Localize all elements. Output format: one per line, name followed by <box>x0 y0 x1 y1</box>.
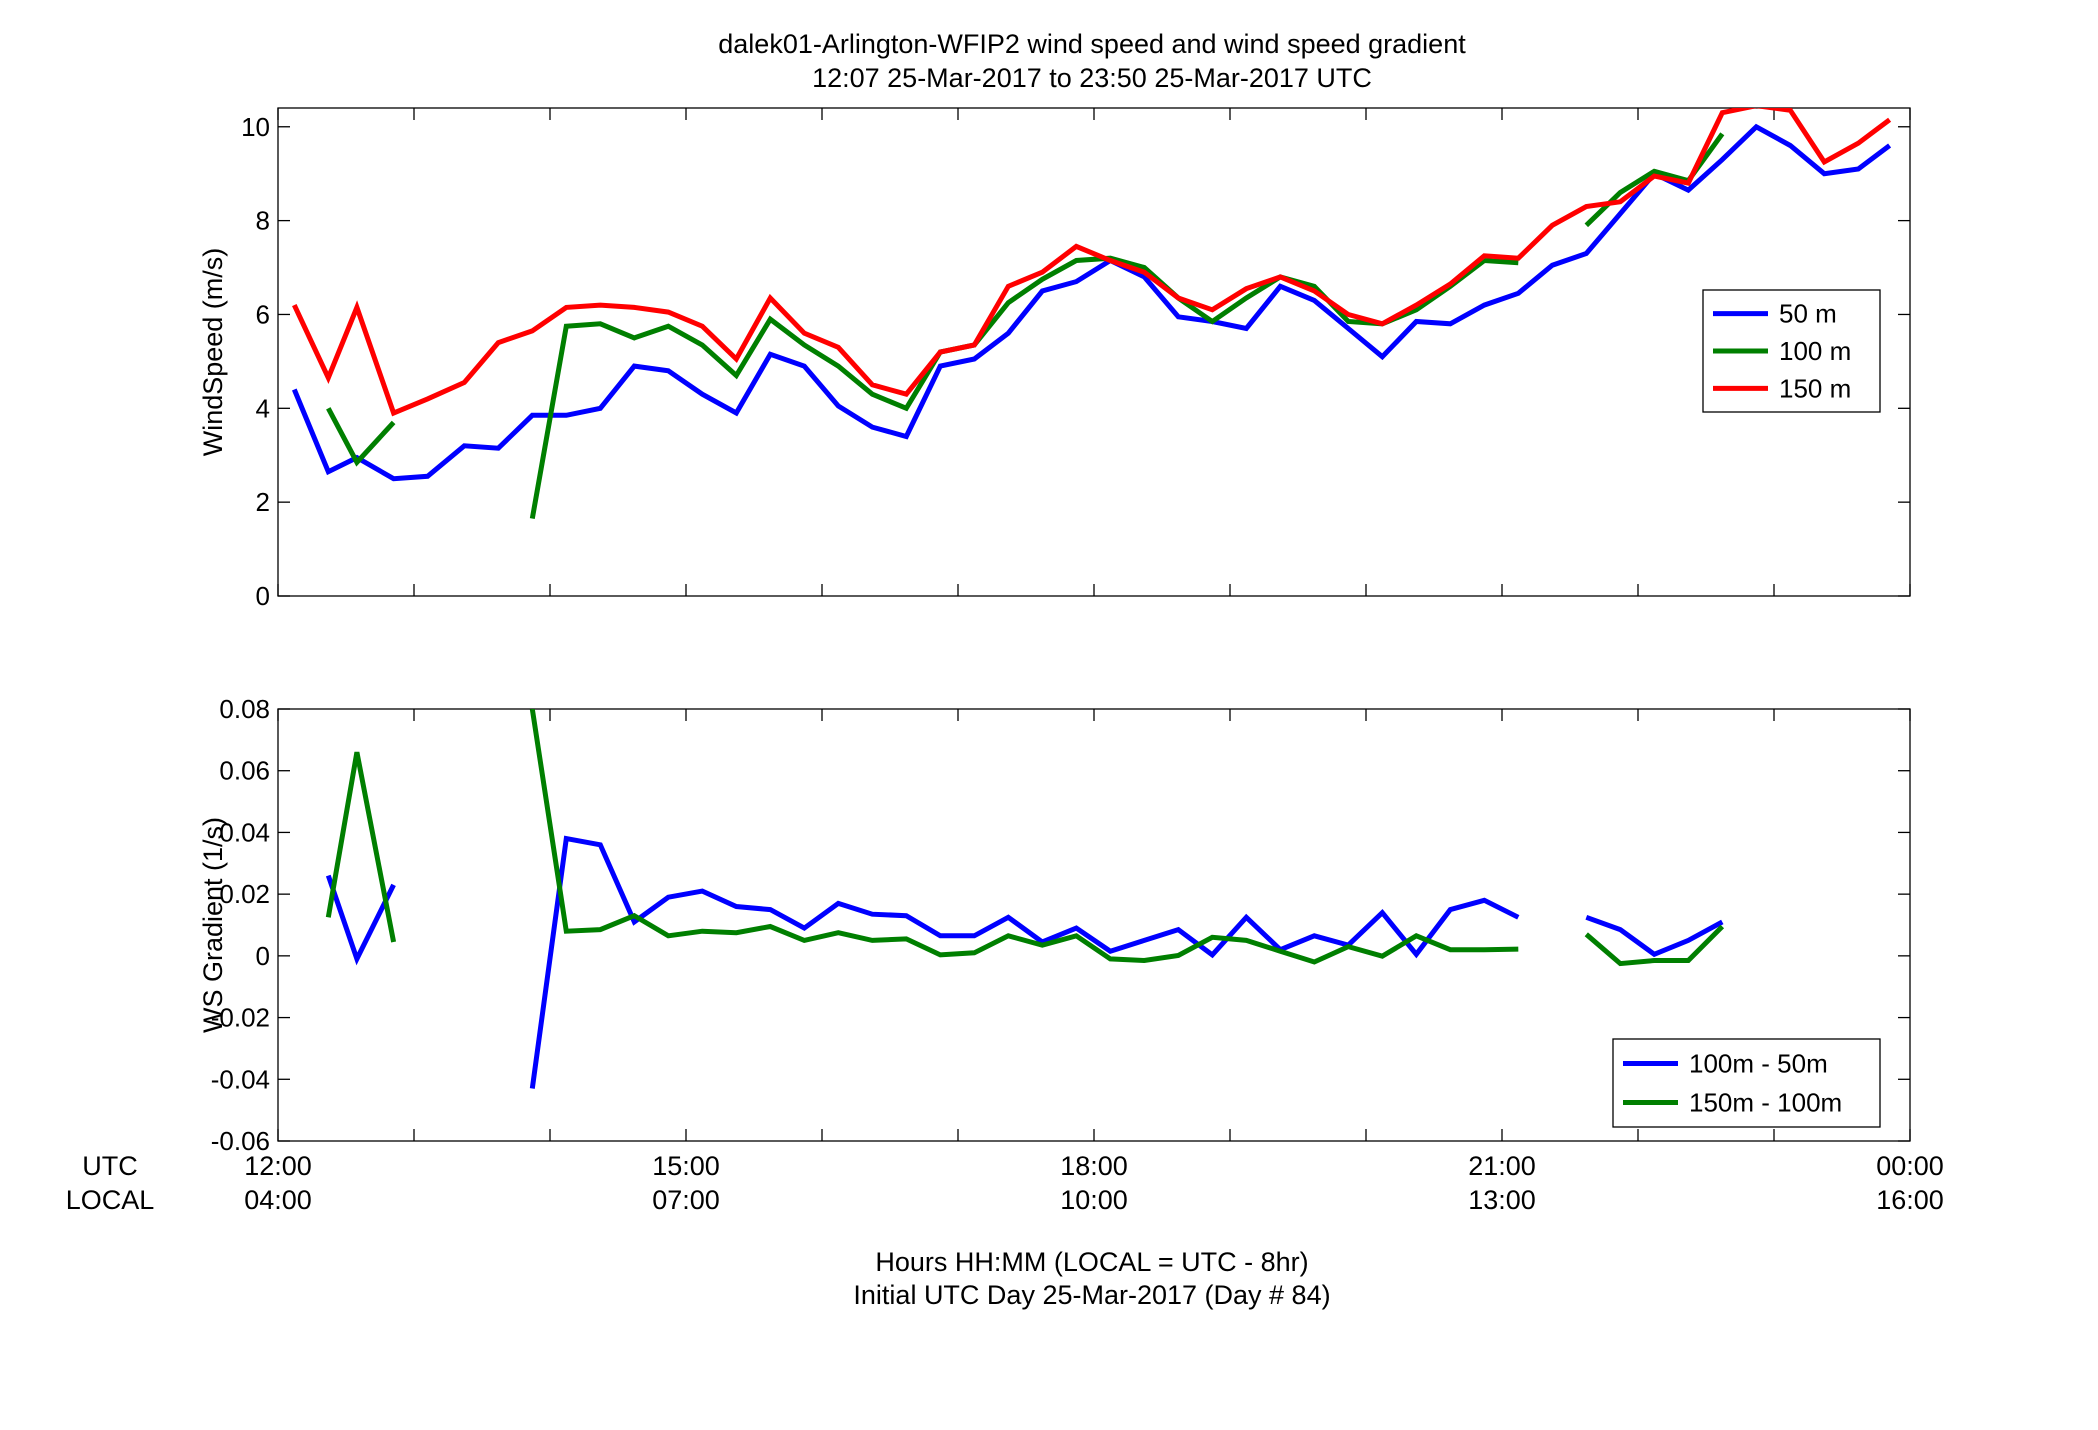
x-axis-tick-labels: 12:00 04:00 15:00 07:00 18:00 10:00 21:00 13:00… <box>244 1151 1944 1215</box>
legend-entry-label: 100 m <box>1779 336 1851 366</box>
series-group <box>325 709 1725 1089</box>
x-row-label-utc: UTC <box>82 1151 138 1181</box>
series-line <box>292 108 1892 417</box>
gradient-panel: -0.06 -0.04 -0.02 0 0.02 0.04 0.06 0.08 WS Gradi… <box>198 694 1911 1156</box>
chart-title-line2: 12:07 25-Mar-2017 to 23:50 25-Mar-2017 U… <box>812 63 1372 93</box>
y-tick-label: 0.04 <box>219 817 270 847</box>
chart-title-line1: dalek01-Arlington-WFIP2 wind speed and w… <box>718 29 1466 59</box>
x-row-label-local: LOCAL <box>66 1185 155 1215</box>
series-group <box>291 108 1892 520</box>
y-tick-label: 0 <box>256 941 270 971</box>
legend: 100m - 50m 150m - 100m <box>1612 1038 1881 1128</box>
y-tick-label: -0.06 <box>211 1126 270 1156</box>
y-tick-label: 0.08 <box>219 694 270 724</box>
x-tick-label-local: 10:00 <box>1060 1185 1128 1215</box>
legend-entry-label: 50 m <box>1779 299 1837 329</box>
x-tick-label-local: 07:00 <box>652 1185 720 1215</box>
legend-entry-label: 100m - 50m <box>1689 1049 1828 1079</box>
series-line <box>325 835 1724 1089</box>
x-tick-label-utc: 15:00 <box>652 1151 720 1181</box>
x-tick-label-utc: 18:00 <box>1060 1151 1128 1181</box>
series-line <box>291 123 1892 482</box>
legend-entry-label: 150 m <box>1779 373 1851 403</box>
y-tick-label: 10 <box>241 112 270 142</box>
windspeed-panel: 0 2 4 6 8 10 WindSpeed (m/s) 50 m 100 m 150 m <box>198 107 1911 611</box>
y-axis-label: WindSpeed (m/s) <box>198 248 228 457</box>
y-tick-label: 4 <box>256 393 270 423</box>
legend: 50 m 100 m 150 m <box>1702 289 1881 413</box>
y-tick-label: 2 <box>256 487 270 517</box>
y-tick-label: 0.06 <box>219 756 270 786</box>
y-tick-label: -0.04 <box>211 1064 270 1094</box>
y-tick-label: 0.02 <box>219 879 270 909</box>
x-tick-label-local: 04:00 <box>244 1185 312 1215</box>
legend-box <box>1612 1038 1881 1128</box>
x-axis-label-line1: Hours HH:MM (LOCAL = UTC - 8hr) <box>875 1247 1308 1277</box>
x-tick-label-utc: 12:00 <box>244 1151 312 1181</box>
legend-entry-label: 150m - 100m <box>1689 1088 1842 1118</box>
x-tick-label-utc: 00:00 <box>1876 1151 1944 1181</box>
y-tick-label: 0 <box>256 581 270 611</box>
x-tick-label-utc: 21:00 <box>1468 1151 1536 1181</box>
y-tick-label: 6 <box>256 299 270 329</box>
x-axis-label-line2: Initial UTC Day 25-Mar-2017 (Day # 84) <box>853 1280 1330 1310</box>
y-axis-label: WS Gradient (1/s) <box>198 817 228 1033</box>
x-tick-label-local: 16:00 <box>1876 1185 1944 1215</box>
y-tick-label: -0.02 <box>211 1003 270 1033</box>
x-tick-label-local: 13:00 <box>1468 1185 1536 1215</box>
y-tick-label: 8 <box>256 206 270 236</box>
series-line <box>325 709 1725 967</box>
